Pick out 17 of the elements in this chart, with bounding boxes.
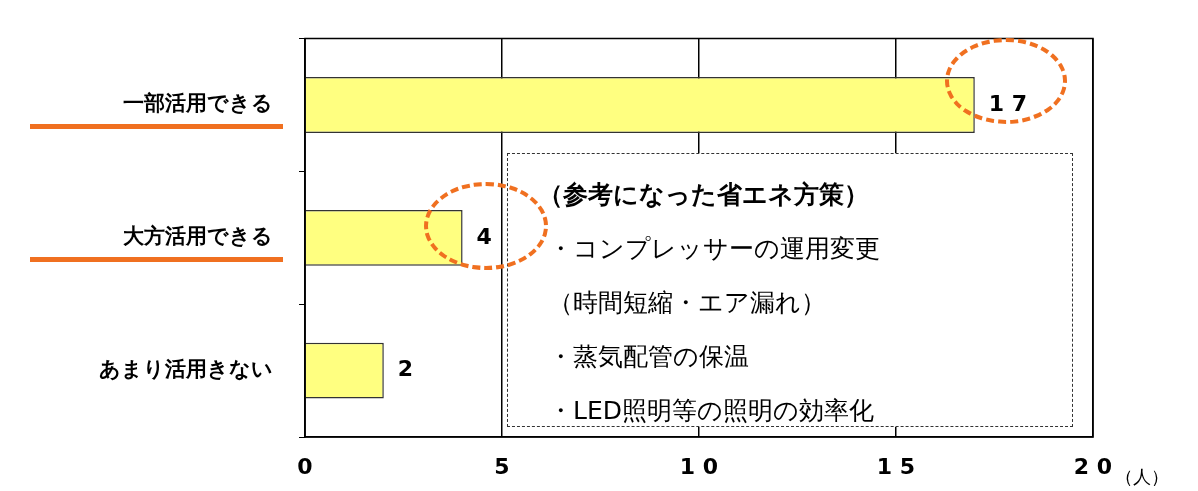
- y-tick-label: 大方活用できる: [123, 224, 273, 249]
- data-label: 2: [397, 356, 414, 382]
- x-tick-label: 0: [297, 453, 313, 479]
- x-tick-label: 2 0: [1073, 453, 1113, 479]
- x-tick-label: 5: [494, 453, 510, 479]
- annotation: ・コンプレッサーの運用変更: [548, 233, 881, 265]
- x-tick-label: 1 0: [679, 453, 719, 479]
- annotation: （参考になった省エネ方策）: [538, 179, 870, 211]
- annotation: ・蒸気配管の保温: [548, 341, 750, 373]
- y-tick-label: あまり活用きない: [99, 357, 273, 382]
- annotation: （時間短縮・エア漏れ）: [548, 287, 827, 319]
- annotation: ・LED照明等の照明の効率化: [548, 395, 875, 427]
- data-label: 4: [476, 223, 492, 249]
- x-axis-title: （人）: [1115, 465, 1169, 487]
- y-tick-label: 一部活用できる: [123, 91, 273, 116]
- x-tick-label: 1 5: [876, 453, 916, 479]
- data-label: 1 7: [988, 90, 1028, 116]
